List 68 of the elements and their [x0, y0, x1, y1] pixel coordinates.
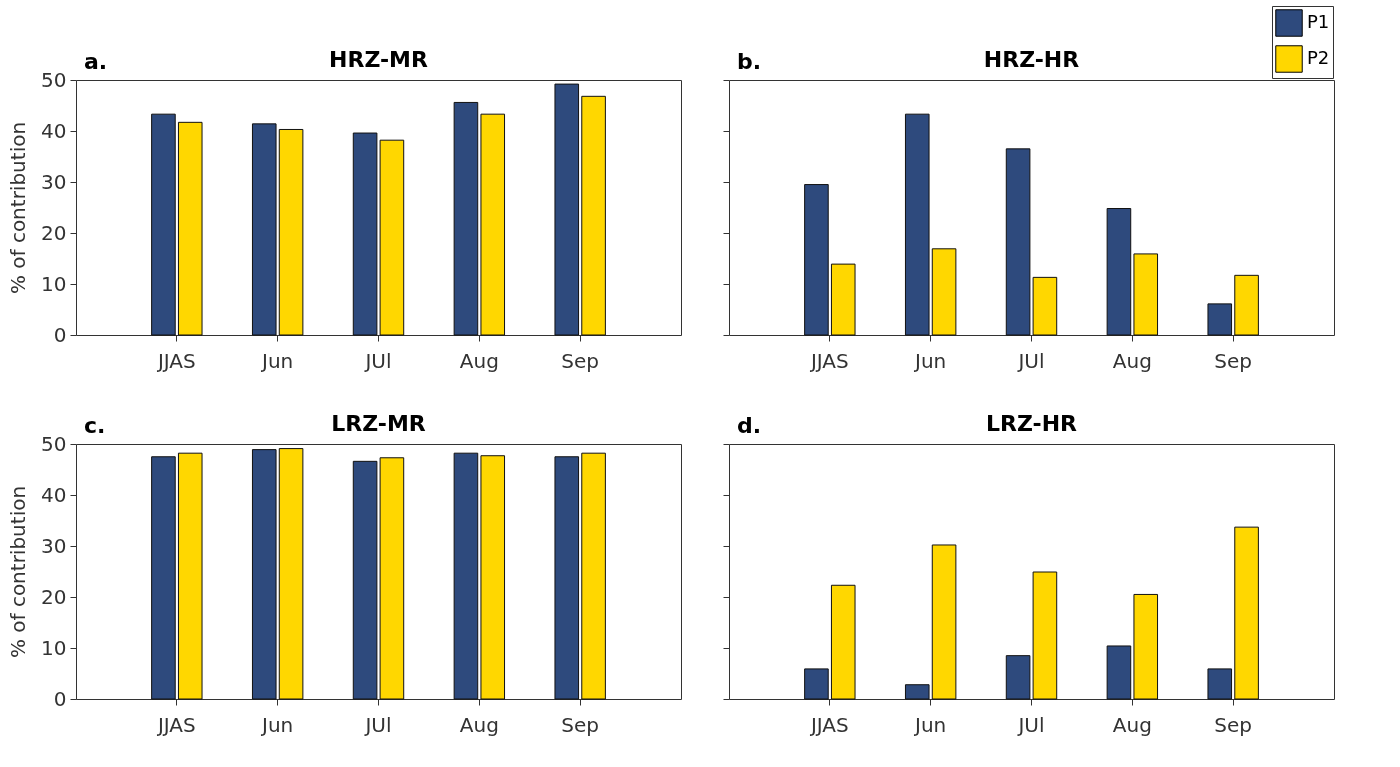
bar [830, 263, 856, 336]
bar [151, 113, 176, 336]
bar [480, 113, 506, 336]
bar [1133, 253, 1159, 336]
bar [251, 123, 277, 336]
bar [1207, 668, 1233, 700]
legend-label: P2 [1307, 47, 1330, 68]
bar [554, 83, 580, 336]
chart-title: LRZ-HR [985, 411, 1078, 436]
y-tick-label: 0 [53, 686, 67, 711]
x-tick-label: Sep [561, 348, 600, 373]
y-tick-label: 0 [53, 322, 67, 347]
y-tick-label: 40 [41, 482, 67, 507]
chart-title: HRZ-MR [329, 47, 428, 72]
chart-title: LRZ-MR [331, 411, 426, 436]
text: a. [84, 49, 108, 74]
y-tick-label: 50 [41, 431, 67, 456]
x-tick-label: Aug [459, 348, 499, 373]
bar [804, 184, 829, 336]
bar [278, 128, 304, 336]
x-tick-label: JUl [1016, 348, 1045, 373]
y-tick-label: 20 [41, 584, 67, 609]
chart-title: HRZ-HR [983, 47, 1080, 72]
x-tick-label: JJAS [808, 348, 849, 373]
x-tick-label: JUl [363, 348, 392, 373]
y-axis-title: % of contribution [6, 121, 31, 295]
bar [931, 248, 957, 336]
bar [830, 584, 856, 700]
x-tick-label: Sep [561, 712, 600, 737]
bar [1234, 274, 1259, 336]
bar [904, 684, 930, 700]
x-tick-label: Sep [1214, 348, 1253, 373]
bar [1106, 208, 1132, 336]
bar [177, 121, 203, 336]
bar [1133, 593, 1159, 700]
bar [1234, 526, 1259, 700]
x-tick-label: JUl [363, 712, 392, 737]
bar [931, 544, 957, 700]
y-tick-label: 40 [41, 118, 67, 143]
bar [904, 113, 930, 336]
x-tick-label: JJAS [155, 348, 196, 373]
y-tick-label: 30 [41, 169, 67, 194]
x-tick-label: Aug [1112, 712, 1152, 737]
bar [453, 101, 479, 336]
bar [1106, 645, 1132, 700]
x-tick-label: Jun [260, 348, 294, 373]
bar [804, 668, 829, 700]
y-tick-label: 10 [41, 271, 67, 296]
text: b. [737, 49, 762, 74]
y-tick-label: 30 [41, 533, 67, 558]
x-tick-label: JUl [1016, 712, 1045, 737]
x-tick-label: JJAS [155, 712, 196, 737]
bar [581, 95, 606, 336]
text: c. [84, 413, 106, 438]
y-axis-title: % of contribution [6, 485, 31, 659]
x-tick-label: JJAS [808, 712, 849, 737]
bar [1207, 303, 1233, 336]
x-tick-label: Sep [1214, 712, 1253, 737]
x-tick-label: Jun [913, 712, 947, 737]
text: d. [737, 413, 762, 438]
y-tick-label: 50 [41, 67, 67, 92]
x-tick-label: Jun [913, 348, 947, 373]
y-tick-label: 10 [41, 635, 67, 660]
x-tick-label: Jun [260, 712, 294, 737]
legend-label: P1 [1307, 11, 1330, 32]
x-tick-label: Aug [459, 712, 499, 737]
y-tick-label: 20 [41, 220, 67, 245]
x-tick-label: Aug [1112, 348, 1152, 373]
